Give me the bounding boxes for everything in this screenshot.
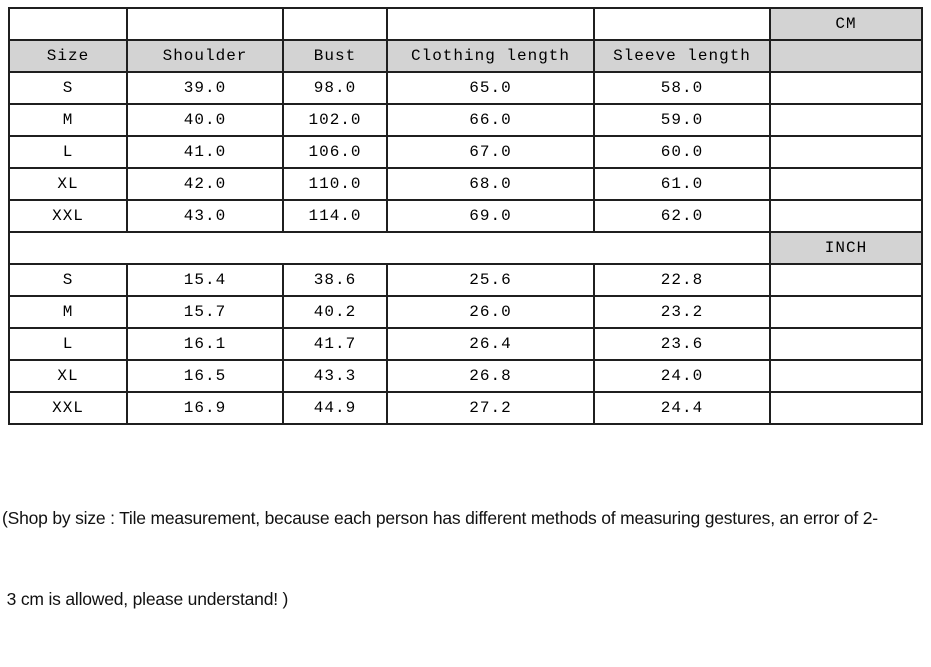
- shoulder-cell: 15.7: [126, 295, 284, 329]
- sleeve-length-cell: 23.2: [593, 295, 771, 329]
- shoulder-cell: 39.0: [126, 71, 284, 105]
- sleeve-length-cell: 62.0: [593, 199, 771, 233]
- clothing-length-cell: 65.0: [386, 71, 595, 105]
- bust-cell: 106.0: [282, 135, 388, 169]
- header-cell-shoulder: Shoulder: [126, 39, 284, 73]
- shoulder-cell: 15.4: [126, 263, 284, 297]
- table-row-cm-xl: XL 42.0 110.0 68.0 61.0: [8, 167, 923, 201]
- empty-cell: [126, 7, 284, 41]
- sleeve-length-cell: 23.6: [593, 327, 771, 361]
- clothing-length-cell: 27.2: [386, 391, 595, 425]
- empty-cell: [769, 135, 923, 169]
- empty-cell: [769, 327, 923, 361]
- empty-cell: [769, 167, 923, 201]
- bust-cell: 102.0: [282, 103, 388, 137]
- header-cell-size: Size: [8, 39, 128, 73]
- empty-cell: [8, 7, 128, 41]
- bust-cell: 41.7: [282, 327, 388, 361]
- note-line-1: (Shop by size : Tile measurement, becaus…: [2, 508, 878, 528]
- clothing-length-cell: 26.4: [386, 327, 595, 361]
- clothing-length-cell: 26.8: [386, 359, 595, 393]
- size-cell: XXL: [8, 199, 128, 233]
- empty-cell: [769, 199, 923, 233]
- size-note: (Shop by size : Tile measurement, becaus…: [2, 451, 923, 667]
- unit-row-cm: CM: [8, 7, 923, 41]
- bust-cell: 110.0: [282, 167, 388, 201]
- size-chart-page: CM Size Shoulder Bust Clothing length Sl…: [2, 7, 923, 667]
- sleeve-length-cell: 58.0: [593, 71, 771, 105]
- sleeve-length-cell: 22.8: [593, 263, 771, 297]
- header-cell-sleeve-length: Sleeve length: [593, 39, 771, 73]
- bust-cell: 43.3: [282, 359, 388, 393]
- sleeve-length-cell: 61.0: [593, 167, 771, 201]
- shoulder-cell: 16.1: [126, 327, 284, 361]
- empty-cell: [386, 7, 595, 41]
- table-row-cm-m: M 40.0 102.0 66.0 59.0: [8, 103, 923, 137]
- shoulder-cell: 16.9: [126, 391, 284, 425]
- size-cell: S: [8, 71, 128, 105]
- sleeve-length-cell: 60.0: [593, 135, 771, 169]
- table-row-cm-xxl: XXL 43.0 114.0 69.0 62.0: [8, 199, 923, 233]
- bust-cell: 114.0: [282, 199, 388, 233]
- size-cell: L: [8, 135, 128, 169]
- size-cell: XL: [8, 167, 128, 201]
- size-cell: XXL: [8, 391, 128, 425]
- size-chart-table: CM Size Shoulder Bust Clothing length Sl…: [8, 7, 923, 425]
- header-cell-unit-spacer: [769, 39, 923, 73]
- empty-cell: [593, 7, 771, 41]
- size-cell: S: [8, 263, 128, 297]
- clothing-length-cell: 67.0: [386, 135, 595, 169]
- unit-row-inch: INCH: [8, 231, 923, 265]
- clothing-length-cell: 66.0: [386, 103, 595, 137]
- sleeve-length-cell: 59.0: [593, 103, 771, 137]
- bust-cell: 38.6: [282, 263, 388, 297]
- empty-cell: [769, 71, 923, 105]
- size-cell: M: [8, 295, 128, 329]
- header-cell-bust: Bust: [282, 39, 388, 73]
- size-cell: L: [8, 327, 128, 361]
- table-row-cm-s: S 39.0 98.0 65.0 58.0: [8, 71, 923, 105]
- table-row-inch-l: L 16.1 41.7 26.4 23.6: [8, 327, 923, 361]
- shoulder-cell: 41.0: [126, 135, 284, 169]
- bust-cell: 98.0: [282, 71, 388, 105]
- table-row-inch-m: M 15.7 40.2 26.0 23.2: [8, 295, 923, 329]
- header-row: Size Shoulder Bust Clothing length Sleev…: [8, 39, 923, 73]
- sleeve-length-cell: 24.0: [593, 359, 771, 393]
- shoulder-cell: 16.5: [126, 359, 284, 393]
- unit-label-cm: CM: [769, 7, 923, 41]
- empty-cell: [769, 103, 923, 137]
- size-cell: XL: [8, 359, 128, 393]
- size-cell: M: [8, 103, 128, 137]
- empty-cell: [769, 391, 923, 425]
- table-row-inch-s: S 15.4 38.6 25.6 22.8: [8, 263, 923, 297]
- unit-label-inch: INCH: [769, 231, 923, 265]
- table-row-inch-xxl: XXL 16.9 44.9 27.2 24.4: [8, 391, 923, 425]
- clothing-length-cell: 69.0: [386, 199, 595, 233]
- clothing-length-cell: 68.0: [386, 167, 595, 201]
- table-row-cm-l: L 41.0 106.0 67.0 60.0: [8, 135, 923, 169]
- shoulder-cell: 42.0: [126, 167, 284, 201]
- bust-cell: 40.2: [282, 295, 388, 329]
- header-cell-clothing-length: Clothing length: [386, 39, 595, 73]
- empty-cell: [769, 295, 923, 329]
- note-line-2: 3 cm is allowed, please understand! ): [2, 589, 289, 609]
- empty-cell: [769, 359, 923, 393]
- sleeve-length-cell: 24.4: [593, 391, 771, 425]
- bust-cell: 44.9: [282, 391, 388, 425]
- empty-cell: [8, 231, 771, 265]
- empty-cell: [769, 263, 923, 297]
- shoulder-cell: 40.0: [126, 103, 284, 137]
- empty-cell: [282, 7, 388, 41]
- clothing-length-cell: 25.6: [386, 263, 595, 297]
- shoulder-cell: 43.0: [126, 199, 284, 233]
- clothing-length-cell: 26.0: [386, 295, 595, 329]
- table-row-inch-xl: XL 16.5 43.3 26.8 24.0: [8, 359, 923, 393]
